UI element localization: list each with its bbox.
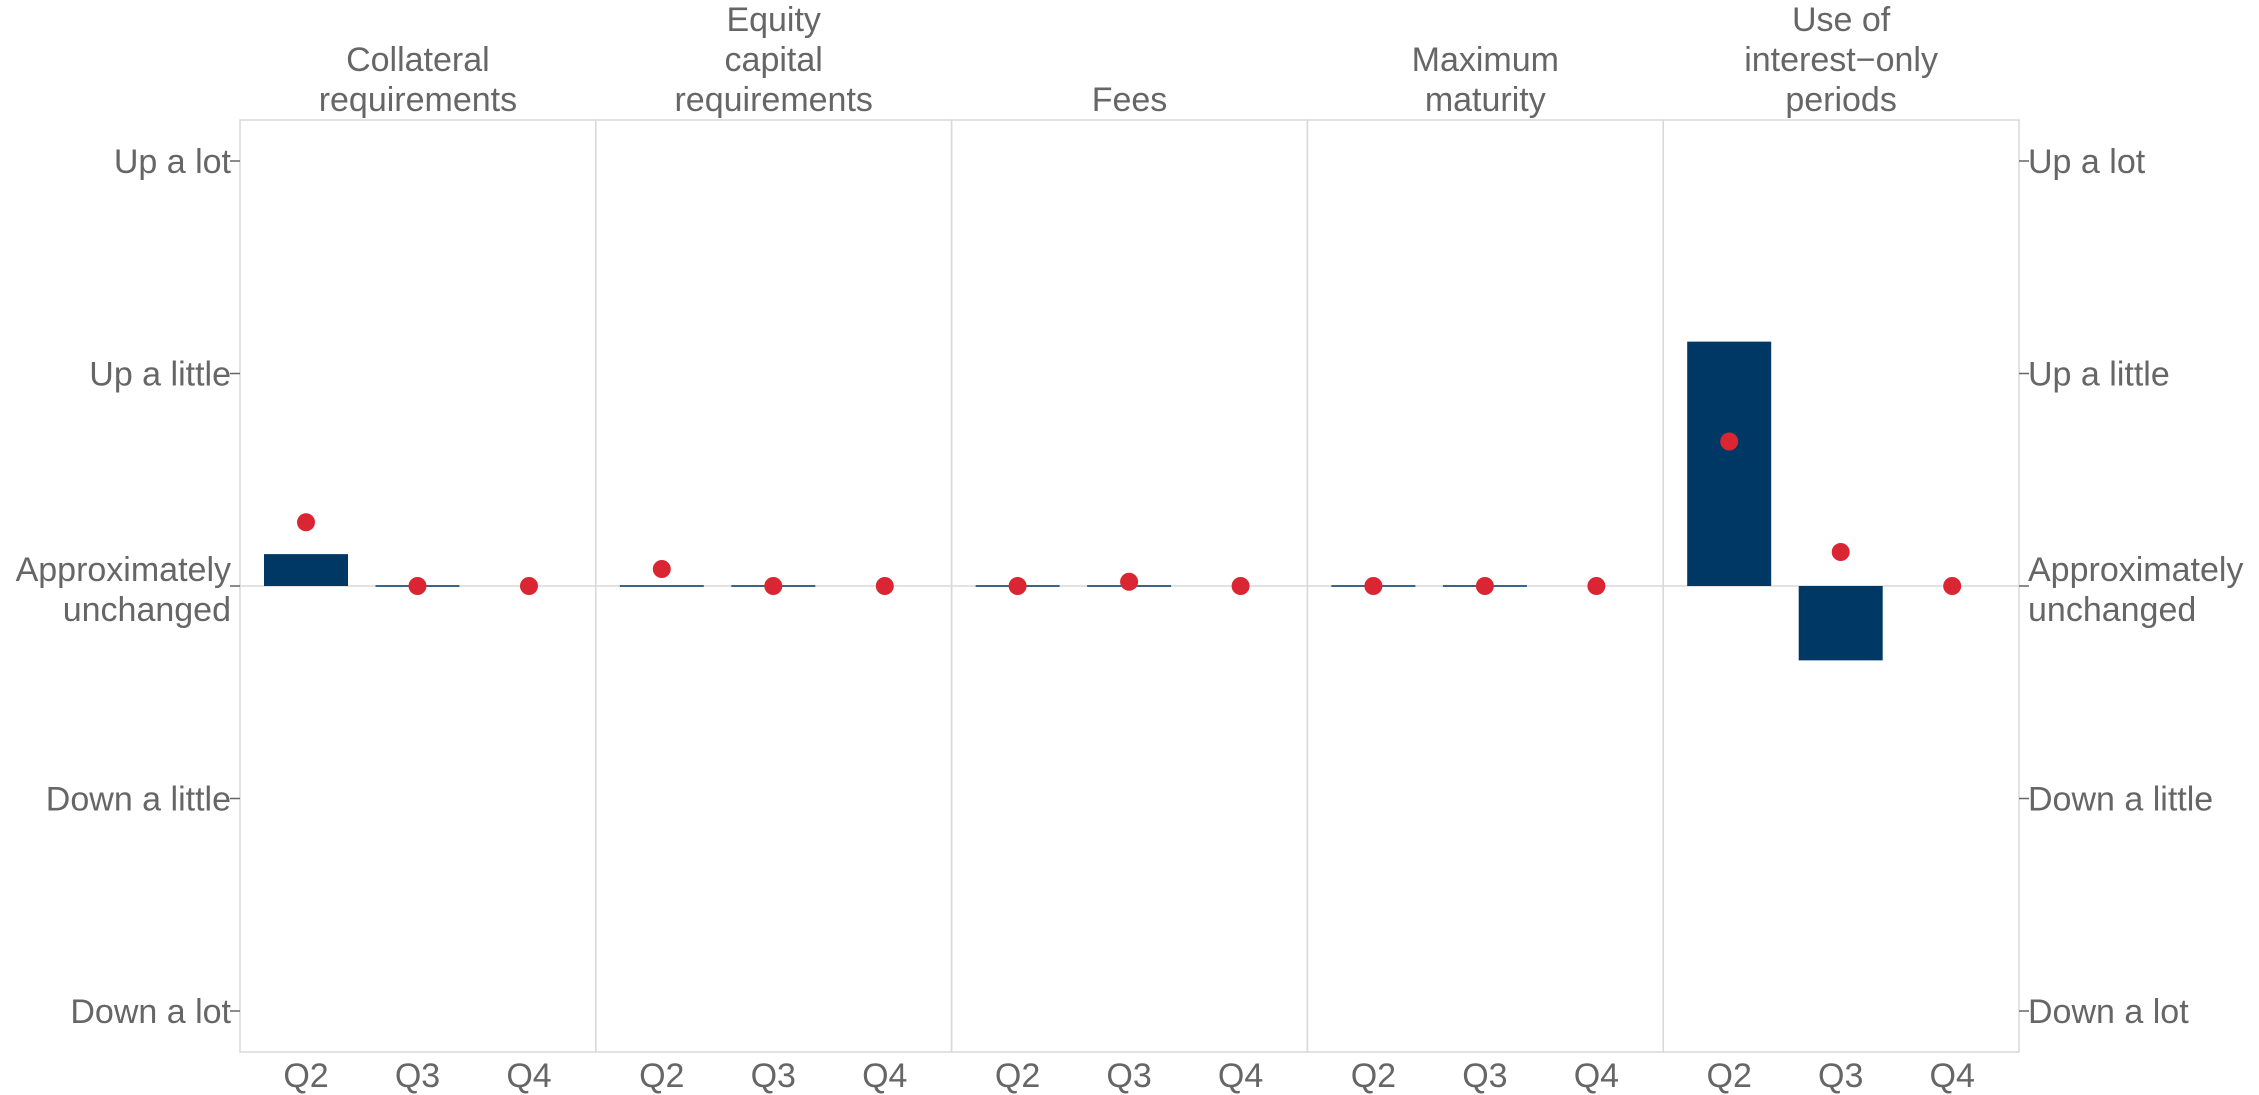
bar — [1798, 586, 1883, 661]
x-tick-label: Q3 — [1106, 1057, 1151, 1095]
y-tick-label-right: Down a little — [2028, 781, 2213, 819]
bar — [264, 554, 348, 586]
point — [1475, 577, 1494, 595]
x-tick-label: Q4 — [1574, 1057, 1619, 1095]
point — [1008, 577, 1027, 595]
point — [1231, 577, 1250, 595]
point — [408, 577, 427, 595]
y-tick-label-left: Down a little — [46, 781, 231, 819]
panel-title: Fees — [1092, 81, 1168, 119]
bar — [1687, 341, 1772, 586]
point — [520, 577, 538, 595]
point — [297, 513, 315, 532]
x-axis-labels: Q2 Q3 Q4 Q2 Q3 Q4 Q2 Q3 Q4 Q2 Q3 Q4 Q2 Q3 Q4 — [283, 1057, 1975, 1095]
y-tick-label-left: Up a lot — [114, 143, 232, 181]
y-axis-right: Up a lot Up a little Approximately unchange… — [2019, 143, 2243, 1031]
panel-title: Collateral requirements — [319, 41, 517, 119]
point — [1364, 577, 1383, 595]
y-tick-label-right: Down a lot — [2028, 993, 2189, 1031]
point — [1120, 572, 1139, 591]
y-tick-label-left: Approximately unchanged — [16, 551, 231, 629]
point — [1720, 432, 1739, 451]
x-tick-label: Q2 — [283, 1057, 328, 1095]
x-tick-label: Q4 — [1930, 1057, 1975, 1095]
bar — [619, 585, 704, 587]
x-tick-label: Q2 — [995, 1057, 1040, 1095]
y-tick-label-right: Up a lot — [2028, 143, 2146, 181]
x-tick-label: Q4 — [506, 1057, 551, 1095]
x-tick-label: Q2 — [639, 1057, 684, 1095]
panel-title: Maximum maturity — [1412, 41, 1559, 119]
panel-titles: Collateral requirements Equity capital requi… — [319, 1, 1938, 119]
panel-title: Use of interest−only periods — [1744, 1, 1938, 119]
y-axis-left: Up a lot Up a little Approximately unchange… — [16, 143, 240, 1031]
point — [1831, 543, 1850, 561]
point — [1943, 577, 1962, 595]
point — [1587, 577, 1606, 595]
bars — [264, 341, 1883, 661]
point — [652, 560, 671, 578]
x-tick-label: Q4 — [1218, 1057, 1263, 1095]
point — [764, 577, 783, 595]
x-tick-label: Q3 — [1818, 1057, 1863, 1095]
points — [297, 432, 1962, 595]
y-tick-label-left: Down a lot — [70, 993, 231, 1031]
x-tick-label: Q3 — [1462, 1057, 1507, 1095]
x-tick-label: Q3 — [395, 1057, 440, 1095]
panel-title: Equity capital requirements — [674, 1, 872, 119]
x-tick-label: Q4 — [862, 1057, 907, 1095]
y-tick-label-right: Up a little — [2028, 356, 2170, 394]
y-tick-label-left: Up a little — [89, 356, 231, 394]
y-tick-label-right: Approximately unchanged — [2028, 551, 2243, 629]
x-tick-label: Q2 — [1707, 1057, 1752, 1095]
x-tick-label: Q3 — [751, 1057, 796, 1095]
point — [875, 577, 894, 595]
x-tick-label: Q2 — [1351, 1057, 1396, 1095]
